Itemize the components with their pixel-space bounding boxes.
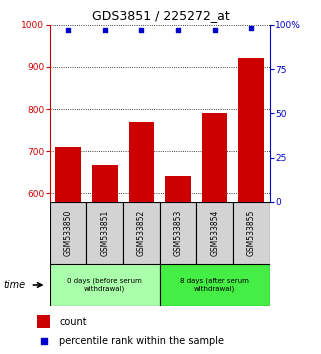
Bar	[50, 202, 86, 264]
Bar	[55, 147, 81, 354]
Point	[212, 27, 217, 33]
Point	[249, 25, 254, 31]
Text: count: count	[59, 316, 87, 327]
Text: 0 days (before serum
withdrawal): 0 days (before serum withdrawal)	[67, 278, 142, 292]
Point	[41, 338, 46, 343]
Text: percentile rank within the sample: percentile rank within the sample	[59, 336, 224, 346]
Text: GDS3851 / 225272_at: GDS3851 / 225272_at	[91, 9, 230, 22]
Bar	[160, 264, 270, 306]
Text: GSM533852: GSM533852	[137, 210, 146, 256]
Point	[102, 27, 107, 33]
Bar	[123, 202, 160, 264]
Bar	[233, 202, 270, 264]
Text: GSM533850: GSM533850	[64, 210, 73, 256]
Text: 8 days (after serum
withdrawal): 8 days (after serum withdrawal)	[180, 278, 249, 292]
Point	[139, 27, 144, 33]
Bar	[50, 264, 160, 306]
Bar	[160, 202, 196, 264]
Bar	[202, 113, 228, 354]
Text: GSM533853: GSM533853	[174, 210, 183, 256]
Bar	[37, 315, 50, 328]
Point	[176, 27, 181, 33]
Point	[65, 27, 71, 33]
Bar	[239, 58, 264, 354]
Text: GSM533854: GSM533854	[210, 210, 219, 256]
Bar	[128, 122, 154, 354]
Bar	[92, 165, 117, 354]
Text: GSM533851: GSM533851	[100, 210, 109, 256]
Text: GSM533855: GSM533855	[247, 210, 256, 256]
Bar	[86, 202, 123, 264]
Text: time: time	[3, 280, 25, 290]
Bar	[196, 202, 233, 264]
Bar	[165, 177, 191, 354]
